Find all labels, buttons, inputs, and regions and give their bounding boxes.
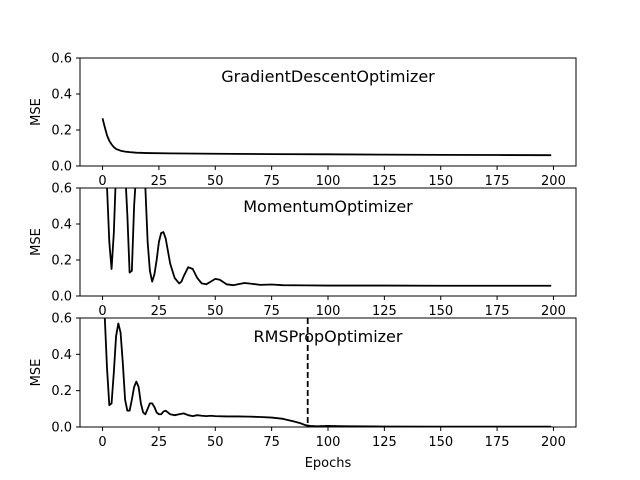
x-tick-label: 200: [541, 435, 566, 450]
x-tick-label: 100: [316, 304, 341, 319]
series-line-1-1: [101, 118, 552, 157]
y-tick-label: 0.0: [51, 290, 72, 305]
y-tick-label: 0.2: [51, 254, 72, 269]
x-tick-label: 175: [485, 435, 510, 450]
panel-1: 0 25 50 75 100 125 150 175 200 0.0 0.2 0.4 0.6 Gradie…: [29, 52, 577, 189]
x-tick-label: 125: [372, 435, 397, 450]
x-tick-label: 200: [541, 304, 566, 319]
panel-title: RMSPropOptimizer: [254, 327, 403, 346]
y-axis-label: MSE: [29, 98, 44, 126]
y-tick-label: 0.0: [51, 421, 72, 436]
x-tick-label: 25: [151, 174, 168, 189]
x-tick-label: 0: [98, 304, 106, 319]
y-tick-label: 0.4: [51, 218, 72, 233]
series-line-3-1: [103, 318, 552, 427]
x-tick-label: 100: [316, 435, 341, 450]
x-tick-label: 75: [263, 435, 280, 450]
x-tick-label: 50: [207, 435, 224, 450]
x-tick-label: 50: [207, 304, 224, 319]
y-tick-label: 0.6: [51, 52, 72, 67]
x-tick-label: 25: [151, 304, 168, 319]
x-tick-label: 50: [207, 174, 224, 189]
y-tick-label: 0.2: [51, 124, 72, 139]
x-tick-label: 150: [428, 304, 453, 319]
y-tick-label: 0.4: [51, 348, 72, 363]
y-tick-label: 0.2: [51, 384, 72, 399]
x-axis-label: Epochs: [305, 456, 352, 471]
x-tick-label: 75: [263, 304, 280, 319]
x-tick-label: 25: [151, 435, 168, 450]
y-tick-label: 0.6: [51, 182, 72, 197]
x-tick-label: 125: [372, 304, 397, 319]
x-tick-label: 175: [485, 174, 510, 189]
y-axis-label: MSE: [29, 228, 44, 256]
x-tick-label: 100: [316, 174, 341, 189]
x-tick-label: 125: [372, 174, 397, 189]
x-tick-label: 150: [428, 435, 453, 450]
panel-2: 0 25 50 75 100 125 150 175 200 0.0 0.2 0.4 0.6 Moment…: [29, 182, 577, 319]
panel-title: MomentumOptimizer: [243, 197, 413, 216]
series-line-2-1: [106, 188, 552, 287]
y-tick-label: 0.6: [51, 312, 72, 327]
x-tick-label: 0: [98, 435, 106, 450]
x-tick-label: 200: [541, 174, 566, 189]
y-tick-label: 0.4: [51, 88, 72, 103]
x-tick-label: 0: [98, 174, 106, 189]
y-tick-label: 0.0: [51, 160, 72, 175]
x-tick-label: 75: [263, 174, 280, 189]
panel-3: 0 25 50 75 100 125 150 175 200 0.0 0.2 0.4 0.6 RMSPro…: [29, 312, 577, 471]
x-tick-label: 175: [485, 304, 510, 319]
x-tick-label: 150: [428, 174, 453, 189]
panel-title: GradientDescentOptimizer: [221, 67, 435, 86]
y-axis-label: MSE: [29, 359, 44, 387]
